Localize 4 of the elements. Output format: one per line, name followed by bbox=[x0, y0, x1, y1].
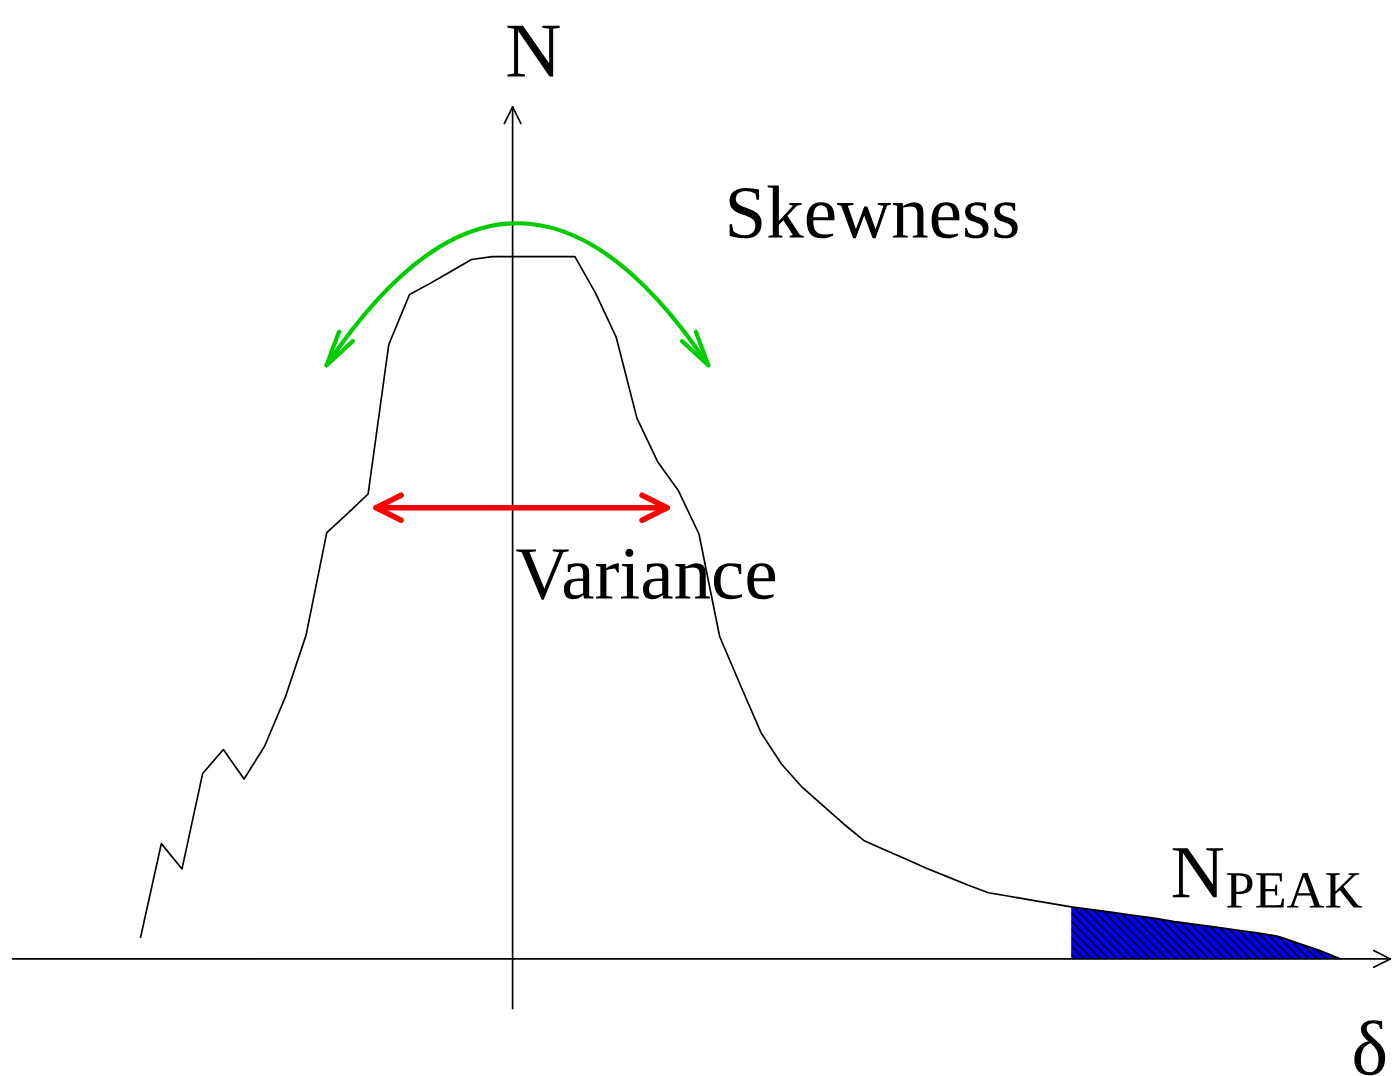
text: Skewness bbox=[729, 185, 1018, 239]
x-axis-title: δ bbox=[1354, 1020, 1386, 1076]
y-axis-title: N bbox=[507, 25, 560, 77]
annotation: N$_{PEAK}$ bbox=[1172, 848, 1362, 908]
